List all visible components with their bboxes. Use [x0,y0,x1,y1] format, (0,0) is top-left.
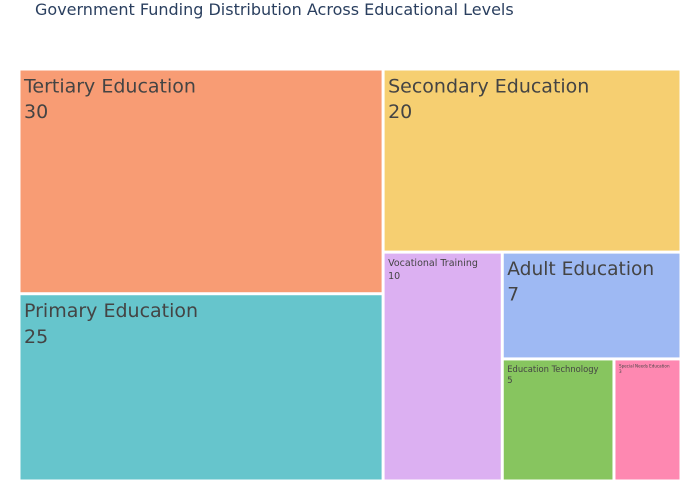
chart-title: Government Funding Distribution Across E… [35,0,514,19]
treemap-tile-rect [503,253,680,358]
treemap-tile-rect [20,70,382,293]
tile-label: Vocational Training [388,258,478,269]
treemap-tile-rect [20,295,382,480]
treemap-tile-secondary-education[interactable]: Secondary Education 20 [384,70,680,251]
treemap-tile-tertiary-education[interactable]: Tertiary Education 30 [20,70,382,293]
tile-value: 7 [507,284,519,305]
treemap-tile-primary-education[interactable]: Primary Education 25 [20,295,382,480]
treemap-tile-rect [384,70,680,251]
tile-label: Education Technology [507,364,598,374]
tile-label: Secondary Education [388,76,589,98]
tile-value: 25 [24,326,48,348]
tile-label: Special Needs Education [619,363,670,368]
tile-value: 10 [388,271,400,282]
tile-value: 3 [619,369,622,374]
tile-value: 30 [24,101,48,123]
tile-value: 5 [507,375,512,385]
tile-value: 20 [388,101,412,123]
tile-label: Adult Education [507,259,654,280]
treemap-tile-adult-education[interactable]: Adult Education 7 [503,253,680,358]
treemap-tile-vocational-training[interactable]: Vocational Training 10 [384,253,501,480]
treemap-tile-rect [384,253,501,480]
tile-label: Primary Education [24,300,198,322]
treemap-tile-rect [503,360,613,480]
tile-label: Tertiary Education [23,76,196,98]
treemap-tile-rect [615,360,680,480]
